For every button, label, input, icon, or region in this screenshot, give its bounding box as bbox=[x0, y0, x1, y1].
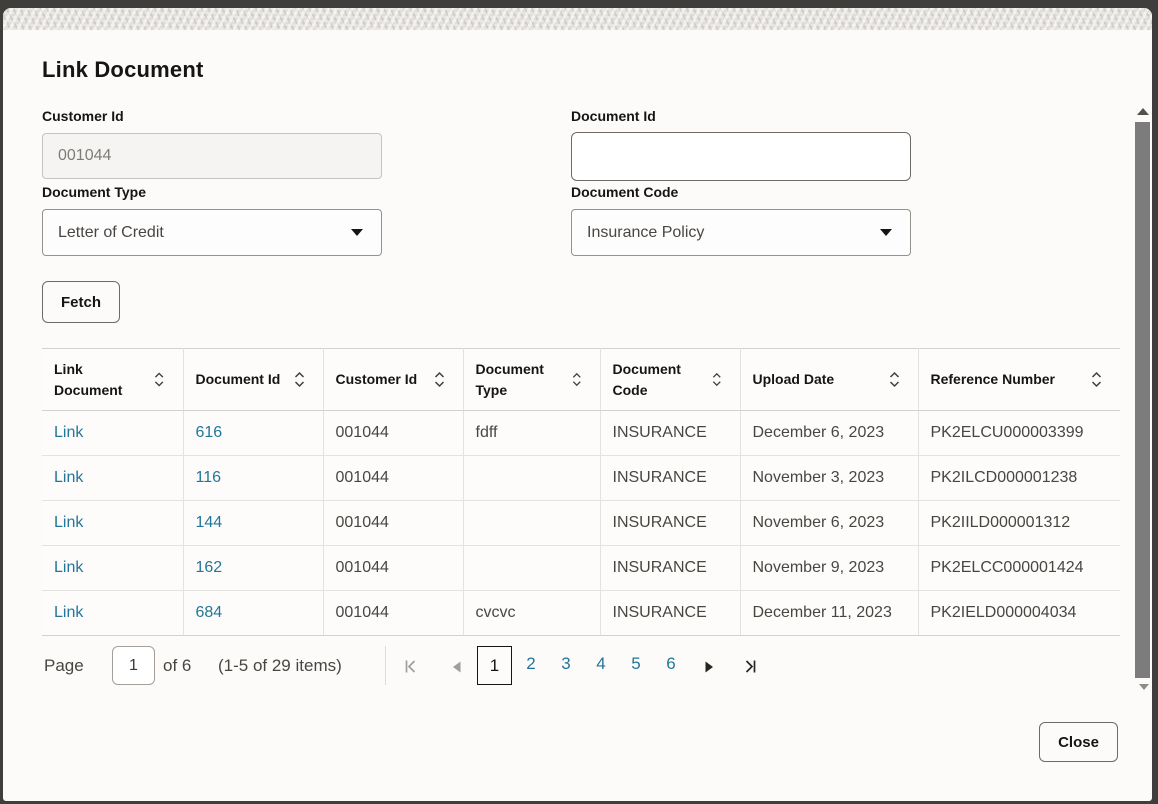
scroll-up-icon[interactable] bbox=[1137, 108, 1149, 115]
link-document-link[interactable]: Link bbox=[54, 424, 84, 441]
document-type-select[interactable]: Letter of Credit bbox=[42, 209, 382, 256]
upload-date-cell: November 6, 2023 bbox=[740, 500, 919, 546]
customer-id-cell: 001044 bbox=[323, 545, 464, 591]
sort-icon bbox=[1091, 371, 1102, 388]
last-page-icon bbox=[745, 659, 755, 673]
document-id-input[interactable] bbox=[571, 132, 911, 181]
sort-icon bbox=[572, 372, 581, 387]
page-number[interactable]: 5 bbox=[631, 654, 641, 673]
sort-icon bbox=[889, 371, 899, 388]
upload-date-cell: November 3, 2023 bbox=[740, 455, 919, 501]
sort-icon bbox=[294, 371, 304, 388]
fetch-button[interactable]: Fetch bbox=[42, 281, 120, 323]
page-label: Page bbox=[44, 656, 84, 675]
document-code-cell: INSURANCE bbox=[600, 455, 741, 501]
table-header-row: Link Document Document Id Customer Id Do… bbox=[42, 348, 1120, 411]
documents-table: Link Document Document Id Customer Id Do… bbox=[42, 348, 1120, 636]
column-header-reference-number[interactable]: Reference Number bbox=[918, 348, 1120, 411]
document-type-value: Letter of Credit bbox=[58, 223, 164, 241]
table-row: Link 116 001044 INSURANCE November 3, 20… bbox=[42, 455, 1120, 501]
first-page-button[interactable] bbox=[401, 657, 419, 675]
page-title: Link Document bbox=[42, 57, 204, 82]
document-id-label: Document Id bbox=[571, 108, 656, 124]
document-code-value: Insurance Policy bbox=[587, 223, 705, 241]
document-code-cell: INSURANCE bbox=[600, 500, 741, 546]
reference-number-cell: PK2IELD000004034 bbox=[918, 590, 1120, 636]
customer-id-input[interactable] bbox=[42, 133, 382, 179]
document-id-link[interactable]: 684 bbox=[195, 604, 223, 621]
page-number[interactable]: 6 bbox=[666, 654, 676, 673]
reference-number-cell: PK2ELCC000001424 bbox=[918, 545, 1120, 591]
customer-id-cell: 001044 bbox=[323, 410, 464, 456]
sort-icon bbox=[155, 372, 164, 387]
document-type-label: Document Type bbox=[42, 184, 146, 200]
items-summary: (1-5 of 29 items) bbox=[218, 656, 342, 675]
upload-date-cell: November 9, 2023 bbox=[740, 545, 919, 591]
chevron-down-icon bbox=[351, 229, 363, 236]
customer-id-cell: 001044 bbox=[323, 455, 464, 501]
column-header-link-document[interactable]: Link Document bbox=[42, 348, 184, 411]
link-document-link[interactable]: Link bbox=[54, 514, 84, 531]
link-document-link[interactable]: Link bbox=[54, 559, 84, 576]
link-document-link[interactable]: Link bbox=[54, 604, 84, 621]
column-header-document-id[interactable]: Document Id bbox=[183, 348, 324, 411]
document-code-cell: INSURANCE bbox=[600, 590, 741, 636]
link-document-link[interactable]: Link bbox=[54, 469, 84, 486]
upload-date-cell: December 11, 2023 bbox=[740, 590, 919, 636]
upload-date-cell: December 6, 2023 bbox=[740, 410, 919, 456]
sort-icon bbox=[712, 372, 721, 387]
document-code-select[interactable]: Insurance Policy bbox=[571, 209, 911, 256]
page-number-current[interactable]: 1 bbox=[477, 646, 512, 685]
reference-number-cell: PK2ILCD000001238 bbox=[918, 455, 1120, 501]
chevron-down-icon bbox=[880, 229, 892, 236]
document-type-cell: cvcvc bbox=[463, 590, 601, 636]
document-type-cell bbox=[463, 455, 601, 501]
customer-id-label: Customer Id bbox=[42, 108, 124, 124]
page-number-input[interactable] bbox=[112, 646, 155, 685]
document-id-link[interactable]: 144 bbox=[195, 514, 223, 531]
document-id-link[interactable]: 162 bbox=[195, 559, 223, 576]
pagination-divider bbox=[385, 646, 386, 685]
document-code-cell: INSURANCE bbox=[600, 545, 741, 591]
sort-icon bbox=[434, 371, 444, 388]
previous-page-button[interactable] bbox=[448, 658, 466, 676]
next-page-icon bbox=[705, 661, 713, 673]
document-type-cell bbox=[463, 500, 601, 546]
backdrop-texture bbox=[3, 8, 1152, 30]
document-id-link[interactable]: 616 bbox=[195, 424, 223, 441]
next-page-button[interactable] bbox=[700, 658, 718, 676]
customer-id-cell: 001044 bbox=[323, 590, 464, 636]
link-document-dialog: Link Document Customer Id Document Id Do… bbox=[3, 8, 1152, 801]
scrollbar-thumb[interactable] bbox=[1135, 122, 1150, 678]
document-id-link[interactable]: 116 bbox=[195, 469, 222, 486]
first-page-icon bbox=[405, 659, 415, 673]
close-button[interactable]: Close bbox=[1039, 722, 1118, 762]
scroll-down-icon[interactable] bbox=[1139, 684, 1149, 690]
column-header-document-type[interactable]: Document Type bbox=[463, 348, 601, 411]
document-code-label: Document Code bbox=[571, 184, 679, 200]
reference-number-cell: PK2ELCU000003399 bbox=[918, 410, 1120, 456]
table-row: Link 684 001044 cvcvc INSURANCE December… bbox=[42, 590, 1120, 636]
page-total-label: of 6 bbox=[163, 656, 192, 675]
page-number[interactable]: 4 bbox=[596, 654, 606, 673]
previous-page-icon bbox=[453, 661, 461, 673]
column-header-document-code[interactable]: Document Code bbox=[600, 348, 741, 411]
reference-number-cell: PK2IILD000001312 bbox=[918, 500, 1120, 546]
last-page-button[interactable] bbox=[741, 657, 759, 675]
page-number[interactable]: 3 bbox=[561, 654, 571, 673]
customer-id-cell: 001044 bbox=[323, 500, 464, 546]
document-code-cell: INSURANCE bbox=[600, 410, 741, 456]
column-header-customer-id[interactable]: Customer Id bbox=[323, 348, 464, 411]
table-row: Link 144 001044 INSURANCE November 6, 20… bbox=[42, 500, 1120, 546]
page-number[interactable]: 2 bbox=[526, 654, 536, 673]
table-row: Link 162 001044 INSURANCE November 9, 20… bbox=[42, 545, 1120, 591]
column-header-upload-date[interactable]: Upload Date bbox=[740, 348, 919, 411]
table-row: Link 616 001044 fdff INSURANCE December … bbox=[42, 410, 1120, 456]
document-type-cell: fdff bbox=[463, 410, 601, 456]
document-type-cell bbox=[463, 545, 601, 591]
